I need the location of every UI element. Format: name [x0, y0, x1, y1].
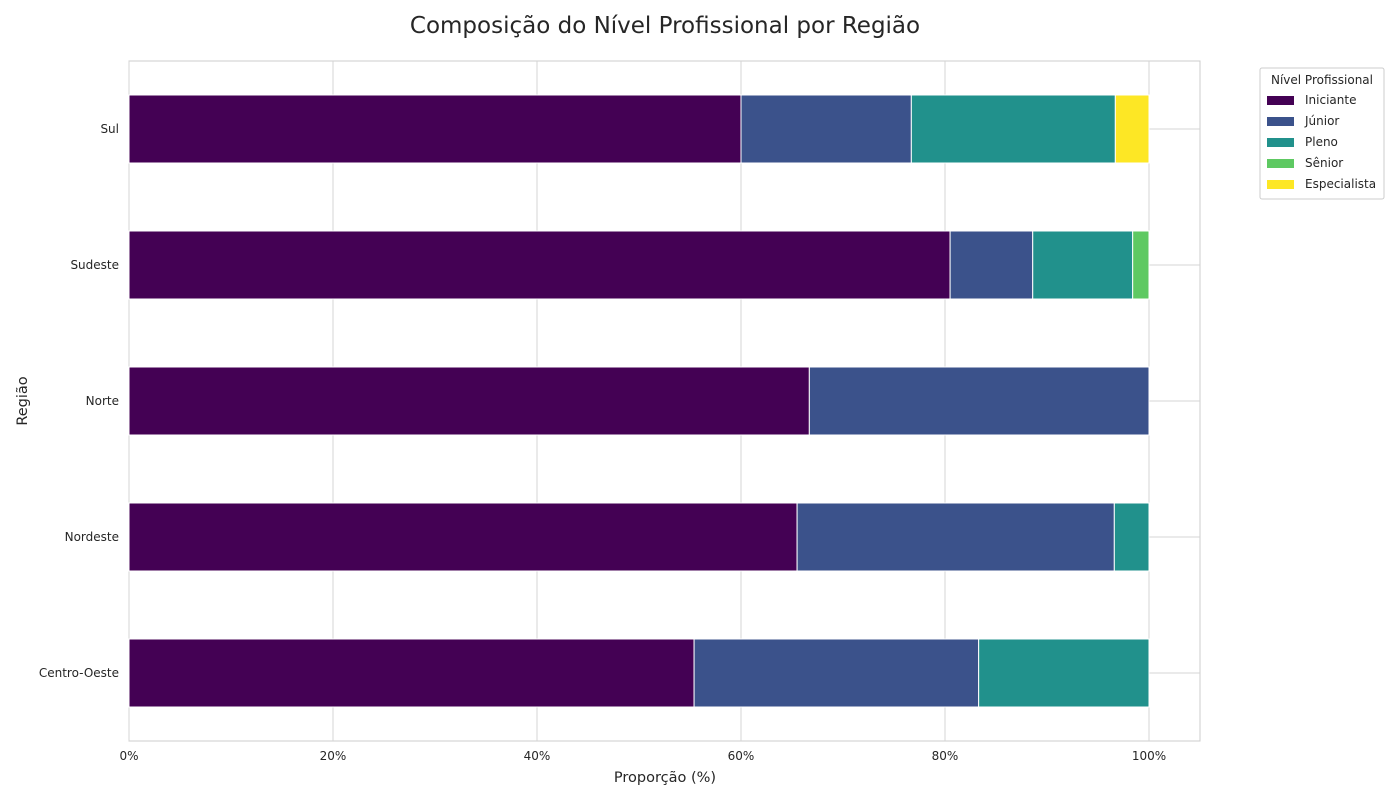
bar-segment-junior — [740, 94, 912, 164]
bar-segment-pleno — [978, 638, 1150, 708]
y-tick-label: Sul — [100, 122, 119, 136]
bar-segment-junior — [693, 638, 980, 708]
bars — [128, 94, 1150, 708]
bar-segment-iniciante — [128, 230, 951, 300]
bar-segment-senior — [1132, 230, 1150, 300]
x-tick-label: 40% — [524, 749, 551, 763]
legend: Nível Profissional Iniciante Júnior Pleno S… — [1259, 67, 1385, 200]
y-tick-label: Centro-Oeste — [39, 666, 119, 680]
x-axis-ticks: 0% 20% 40% 60% 80% 100% — [119, 749, 1166, 763]
bar-segment-iniciante — [128, 502, 798, 572]
legend-label: Especialista — [1305, 177, 1376, 191]
legend-label: Pleno — [1305, 135, 1338, 149]
legend-label: Iniciante — [1305, 93, 1356, 107]
y-tick-label: Norte — [86, 394, 119, 408]
x-tick-label: 20% — [320, 749, 347, 763]
y-axis-ticks: Sul Sudeste Norte Nordeste Centro-Oeste — [39, 122, 119, 680]
legend-items: Iniciante Júnior Pleno Sênior Especialista — [1267, 93, 1376, 191]
bar-segment-pleno — [1032, 230, 1134, 300]
bar-segment-junior — [796, 502, 1115, 572]
legend-label: Sênior — [1305, 156, 1343, 170]
y-tick-label: Nordeste — [65, 530, 119, 544]
bar-segment-iniciante — [128, 638, 695, 708]
x-tick-label: 100% — [1132, 749, 1166, 763]
legend-swatch — [1267, 117, 1294, 126]
x-tick-label: 0% — [119, 749, 138, 763]
y-axis-label: Região — [15, 376, 31, 425]
bar-segment-iniciante — [128, 94, 742, 164]
legend-swatch — [1267, 180, 1294, 189]
bar-segment-pleno — [1113, 502, 1150, 572]
bar-segment-iniciante — [128, 366, 810, 436]
bar-segment-junior — [949, 230, 1034, 300]
x-axis-label: Proporção (%) — [614, 770, 716, 786]
plot-area — [128, 60, 1201, 742]
bar-segment-junior — [808, 366, 1150, 436]
x-tick-label: 60% — [728, 749, 755, 763]
legend-swatch — [1267, 96, 1294, 105]
y-tick-label: Sudeste — [70, 258, 119, 272]
legend-title: Nível Profissional — [1271, 73, 1373, 87]
legend-swatch — [1267, 138, 1294, 147]
legend-swatch — [1267, 159, 1294, 168]
bar-segment-pleno — [910, 94, 1116, 164]
chart-title: Composição do Nível Profissional por Reg… — [410, 13, 920, 39]
legend-label: Júnior — [1304, 114, 1339, 128]
x-tick-label: 80% — [932, 749, 959, 763]
bar-segment-especialista — [1114, 94, 1150, 164]
